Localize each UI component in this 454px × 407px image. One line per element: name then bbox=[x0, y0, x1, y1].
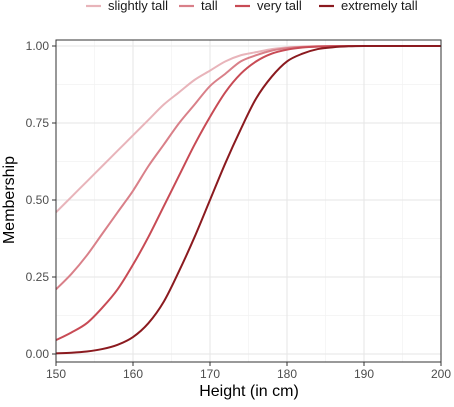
y-axis-ticks: 0.00 0.25 0.50 0.75 1.00 bbox=[26, 39, 56, 361]
series-line-extremely-tall bbox=[55, 44, 441, 355]
y-tick-label: 0.50 bbox=[26, 193, 50, 207]
x-axis-title: Height (in cm) bbox=[199, 383, 299, 400]
plot-border bbox=[55, 39, 442, 363]
x-tick-label: 170 bbox=[200, 367, 220, 381]
minor-gridlines bbox=[56, 40, 441, 362]
x-tick-label: 150 bbox=[46, 367, 66, 381]
legend: slightly tall tall very tall extremely tall bbox=[86, 0, 418, 13]
y-tick-label: 0.75 bbox=[26, 116, 50, 130]
x-tick-label: 190 bbox=[354, 367, 374, 381]
legend-label: slightly tall bbox=[108, 0, 168, 13]
y-axis-title: Membership bbox=[1, 156, 18, 244]
x-tick-label: 160 bbox=[123, 367, 143, 381]
series-lines bbox=[55, 44, 441, 355]
y-tick-label: 0.25 bbox=[26, 270, 50, 284]
y-tick-label: 1.00 bbox=[26, 39, 50, 53]
legend-label: very tall bbox=[257, 0, 302, 13]
y-tick-label: 0.00 bbox=[26, 347, 50, 361]
legend-label: extremely tall bbox=[341, 0, 418, 13]
x-tick-label: 200 bbox=[431, 367, 451, 381]
legend-label: tall bbox=[201, 0, 218, 13]
x-axis-ticks: 150 160 170 180 190 200 bbox=[46, 362, 451, 381]
x-tick-label: 180 bbox=[277, 367, 297, 381]
